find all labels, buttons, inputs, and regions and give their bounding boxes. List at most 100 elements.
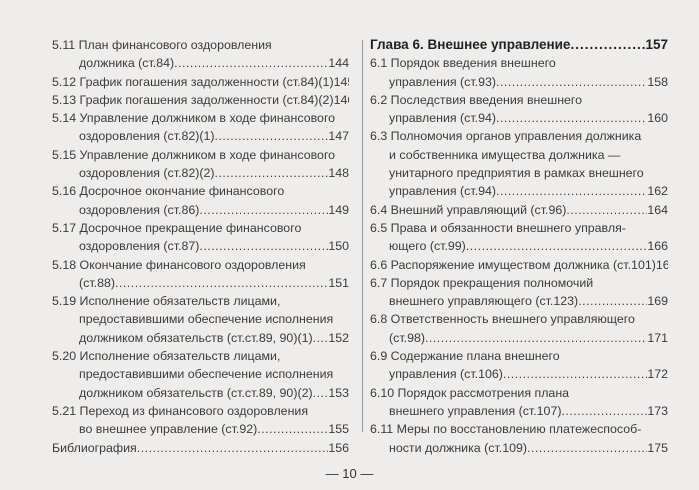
toc-entry[interactable]: 5.18 Окончание финансового оздоровления (… [52, 256, 349, 293]
toc-entry-line: 5.17 Досрочное прекращение финансового [52, 219, 349, 237]
toc-entry-page: 150 [328, 239, 349, 254]
toc-entry-line: 6.9 Содержание плана внешнего [370, 347, 668, 365]
leader-dots [199, 201, 328, 219]
toc-entry-page: 172 [647, 367, 668, 382]
toc-entry-line: должником обязательств (ст.ст.89, 90)(1)… [52, 329, 349, 347]
leader-dots [199, 237, 328, 255]
toc-entry[interactable]: 6.11 Меры по восстановлению платежеспосо… [370, 420, 668, 457]
toc-entry-line: должника (ст.84) 144 [52, 54, 349, 72]
toc-entry-text: 6.5 Права и обязанности внешнего управля… [370, 220, 626, 235]
toc-entry-text: 5.13 График погашения задолженности (ст.… [52, 92, 334, 107]
toc-entry-line: унитарного предприятия в рамках внешнего [370, 164, 668, 182]
leader-dots [313, 384, 329, 402]
toc-entry[interactable]: 5.16 Досрочное окончание финансового оздо… [52, 182, 349, 219]
leader-dots [561, 402, 647, 420]
toc-entry-line: 5.21 Переход из финансового оздоровления [52, 402, 349, 420]
leader-dots [496, 109, 647, 127]
toc-entry-page: 173 [647, 403, 668, 418]
leader-dots [527, 439, 647, 457]
toc-entry-text: предоставившими обеспечение исполнения [79, 312, 334, 327]
toc-entry-line: и собственника имущества должника — [370, 146, 668, 164]
toc-entry[interactable]: 6.6 Распоряжение имуществом должника (ст… [370, 256, 668, 274]
toc-entry-line: управления (ст.94) 160 [370, 109, 668, 127]
toc-entry-text: должником обязательств (ст.ст.89, 90)(2) [79, 385, 313, 400]
leader-dots [174, 54, 328, 72]
toc-entry-line: 5.18 Окончание финансового оздоровления [52, 256, 349, 274]
toc-entry-text: Библиография [52, 440, 137, 455]
toc-entry-text: ющего (ст.99) [389, 239, 466, 254]
toc-entry-text: 6.8 Ответственность внешнего управляющег… [370, 312, 635, 327]
toc-entry-text: оздоровления (ст.82)(2) [79, 166, 215, 181]
toc-entry-line: управления (ст.93) 158 [370, 73, 668, 91]
toc-entry-text: управления (ст.93) [389, 74, 496, 89]
toc-entry[interactable]: 6.10 Порядок рассмотрения плана внешнего … [370, 384, 668, 421]
toc-entry[interactable]: 6.4 Внешний управляющий (ст.96) 164 [370, 201, 668, 219]
toc-entry-line: (ст.88) 151 [52, 274, 349, 292]
toc-entry-text: 6.9 Содержание плана внешнего [370, 349, 560, 364]
toc-entry[interactable]: 6.5 Права и обязанности внешнего управля… [370, 219, 668, 256]
toc-entry-line: (ст.98) 171 [370, 329, 668, 347]
toc-entry-line: ющего (ст.99) 166 [370, 237, 668, 255]
toc-entry[interactable]: 5.14 Управление должником в ходе финансо… [52, 109, 349, 146]
toc-entry-line: Библиография 156 [52, 439, 349, 457]
toc-entry[interactable]: 5.17 Досрочное прекращение финансового оз… [52, 219, 349, 256]
toc-entry-page: 145 [333, 74, 349, 89]
leader-dots [466, 237, 648, 255]
toc-entry[interactable]: 5.11 План финансового оздоровления должни… [52, 36, 349, 73]
toc-entry-line: 6.8 Ответственность внешнего управляющег… [370, 310, 668, 328]
toc-entry[interactable]: 6.2 Последствия введения внешнего управле… [370, 91, 668, 128]
toc-entry-page: 147 [328, 129, 349, 144]
toc-entry[interactable]: 5.15 Управление должником в ходе финансо… [52, 146, 349, 183]
toc-entry[interactable]: 6.3 Полномочия органов управления должни… [370, 127, 668, 200]
leader-dots [215, 164, 329, 182]
toc-entry-line: 6.6 Распоряжение имуществом должника (ст… [370, 256, 668, 274]
toc-entry[interactable]: 6.9 Содержание плана внешнего управления … [370, 347, 668, 384]
toc-entry-text: 5.15 Управление должником в ходе финансо… [52, 147, 336, 162]
toc-entry-line: 5.15 Управление должником в ходе финансо… [52, 146, 349, 164]
toc-entry-line: оздоровления (ст.86) 149 [52, 201, 349, 219]
leader-dots [570, 36, 645, 54]
toc-entry-line: 6.7 Порядок прекращения полномочий [370, 274, 668, 292]
toc-entry-line: 5.19 Исполнение обязательств лицами, [52, 292, 349, 310]
chapter-heading[interactable]: Глава 6. Внешнее управление 157 [370, 36, 668, 54]
toc-entry-line: управления (ст.94) 162 [370, 182, 668, 200]
toc-entry[interactable]: 5.20 Исполнение обязательств лицами, пред… [52, 347, 349, 402]
toc-entry[interactable]: 5.19 Исполнение обязательств лицами, пред… [52, 292, 349, 347]
leader-dots [313, 329, 329, 347]
toc-entry[interactable]: 6.1 Порядок введения внешнего управления … [370, 54, 668, 91]
toc-entry-text: 6.4 Внешний управляющий (ст.96) [370, 202, 567, 217]
toc-entry-text: ности должника (ст.109) [389, 440, 527, 455]
toc-entry-line: 6.4 Внешний управляющий (ст.96) 164 [370, 201, 668, 219]
toc-entry-text: 6.10 Порядок рассмотрения плана [370, 385, 570, 400]
toc-entry-page: 169 [647, 294, 668, 309]
toc-entry-text: должником обязательств (ст.ст.89, 90)(1) [79, 330, 313, 345]
toc-entry[interactable]: 5.13 График погашения задолженности (ст.… [52, 91, 349, 109]
toc-entry-line: 5.13 График погашения задолженности (ст.… [52, 91, 349, 109]
toc-entry[interactable]: Библиография 156 [52, 439, 349, 457]
toc-entry-page: 148 [328, 166, 349, 181]
toc-entry-text: 6.7 Порядок прекращения полномочий [370, 275, 594, 290]
toc-entry-page: 162 [647, 184, 668, 199]
chapter-page: 157 [645, 37, 668, 52]
toc-entry-page: 158 [647, 74, 668, 89]
leader-dots [566, 201, 647, 219]
toc-entry-line: управления (ст.106) 172 [370, 365, 668, 383]
leader-dots [137, 439, 329, 457]
toc-entry-line: оздоровления (ст.82)(1) 147 [52, 127, 349, 145]
toc-entry-text: во внешнее управление (ст.92) [79, 422, 258, 437]
toc-entry[interactable]: 6.8 Ответственность внешнего управляющег… [370, 310, 668, 347]
toc-entry-text: 6.1 Порядок введения внешнего [370, 56, 556, 71]
toc-entry-text: внешнего управляющего (ст.123) [389, 294, 579, 309]
toc-entry-page: 175 [647, 440, 668, 455]
toc-entry-text: предоставившими обеспечение исполнения [79, 367, 334, 382]
toc-entry-text: 5.17 Досрочное прекращение финансового [52, 220, 302, 235]
leader-dots [496, 182, 647, 200]
toc-entry-page: 144 [328, 56, 349, 71]
toc-entry[interactable]: 5.12 График погашения задолженности (ст.… [52, 73, 349, 91]
toc-entry-line: во внешнее управление (ст.92) 155 [52, 420, 349, 438]
toc-entry[interactable]: 5.21 Переход из финансового оздоровления… [52, 402, 349, 439]
toc-entry-line: предоставившими обеспечение исполнения [52, 365, 349, 383]
toc-entry-text: внешнего управления (ст.107) [389, 403, 562, 418]
toc-entry-line: 6.1 Порядок введения внешнего [370, 54, 668, 72]
toc-entry[interactable]: 6.7 Порядок прекращения полномочий внешне… [370, 274, 668, 311]
